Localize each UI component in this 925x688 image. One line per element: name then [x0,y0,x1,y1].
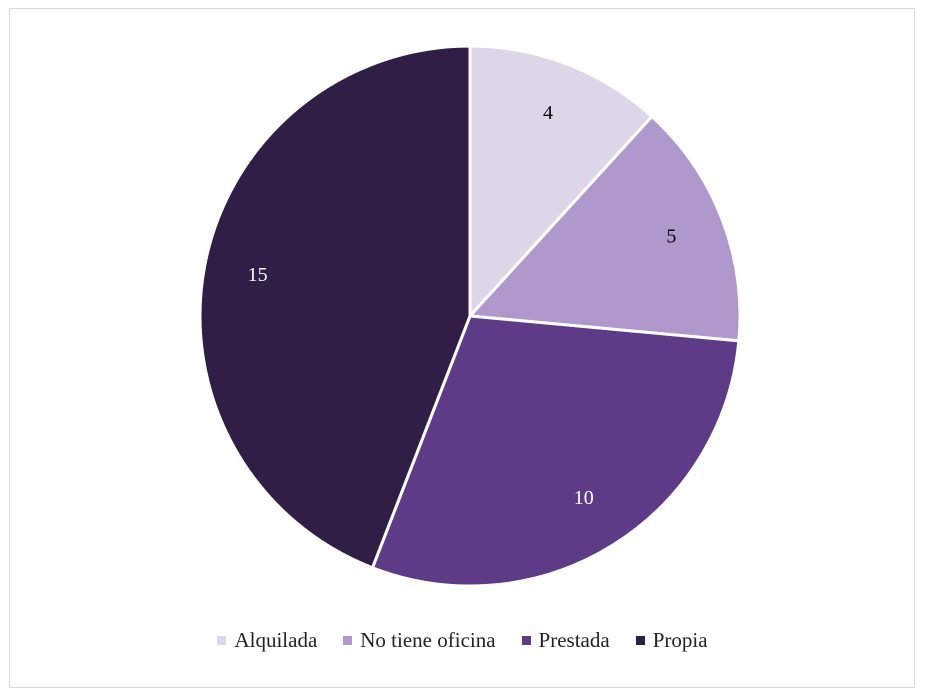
pie-slice-no-tiene-oficina [466,114,742,343]
legend-swatch-no-tiene-oficina [343,636,353,645]
legend-label-prestada: Prestada [538,628,610,652]
legend-swatch-prestada [521,636,531,645]
data-label-no-tiene-oficina: 5 [666,226,676,248]
data-label-propia: 15 [248,264,268,286]
legend-item-prestada: Prestada [521,628,610,653]
pie-slice-alquilada [468,44,655,320]
pie-slice-prestada [370,314,741,588]
legend: Alquilada No tiene oficina Prestada Prop… [0,628,925,653]
legend-item-alquilada: Alquilada [217,628,317,653]
pie-slice-propia [198,44,472,570]
data-label-prestada: 10 [574,487,594,509]
legend-item-propia: Propia [635,628,708,653]
legend-label-propia: Propia [652,628,708,652]
legend-item-no-tiene-oficina: No tiene oficina [343,628,496,653]
legend-label-no-tiene-oficina: No tiene oficina [360,628,496,652]
legend-swatch-alquilada [217,636,227,645]
legend-label-alquilada: Alquilada [234,628,318,652]
data-label-alquilada: 4 [543,102,553,124]
legend-swatch-propia [635,636,645,645]
